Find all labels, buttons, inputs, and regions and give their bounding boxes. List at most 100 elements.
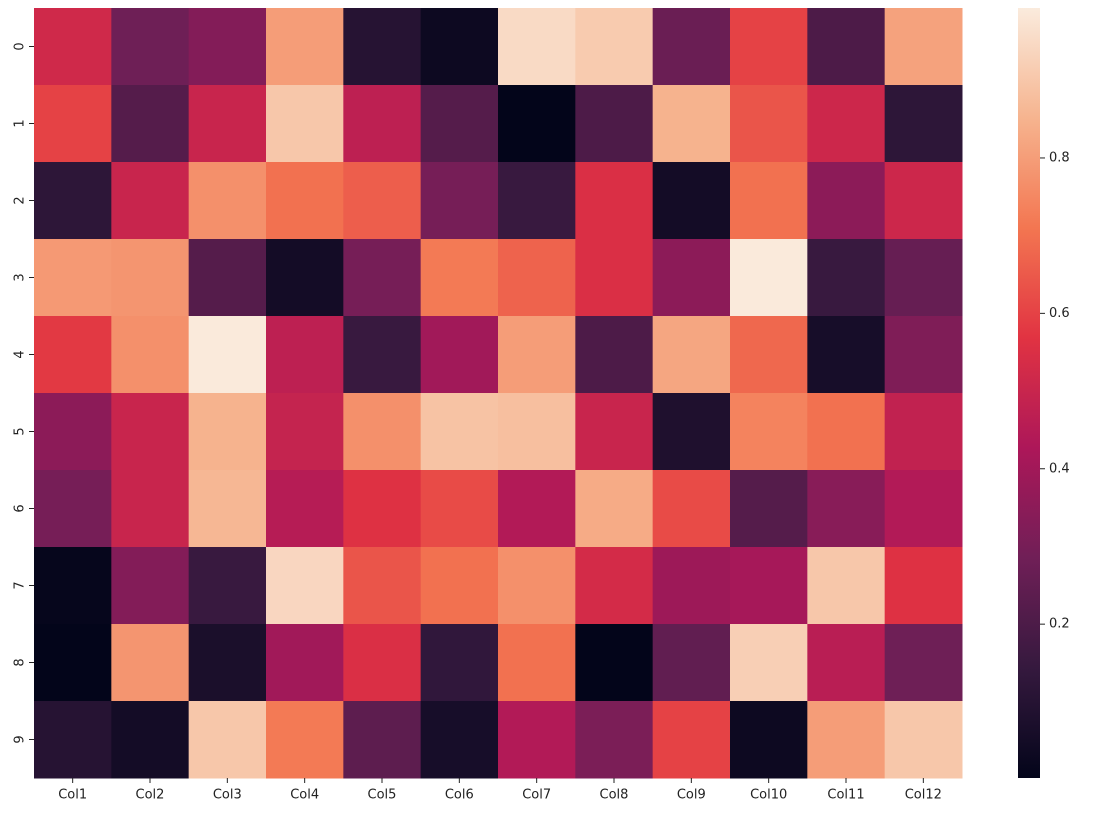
heatmap-cell (730, 470, 808, 548)
x-tick-label: Col2 (136, 788, 165, 803)
heatmap-cell (420, 701, 499, 779)
heatmap-cell (34, 239, 112, 317)
y-tick-label: 9 (13, 735, 28, 743)
heatmap-cell (188, 239, 267, 317)
heatmap-cell (420, 393, 499, 471)
heatmap-cell (420, 470, 499, 548)
heatmap-cell (34, 393, 112, 471)
heatmap-cell (652, 162, 731, 240)
heatmap-cell (420, 85, 499, 163)
heatmap-cell (652, 8, 731, 86)
heatmap-cell (498, 547, 576, 625)
heatmap-cell (266, 239, 344, 317)
x-tick-label: Col12 (905, 788, 942, 803)
heatmap-cell (730, 701, 808, 779)
heatmap-cell (575, 162, 654, 240)
y-tick-label: 3 (13, 273, 28, 281)
heatmap-cell (730, 547, 808, 625)
heatmap-cell (266, 547, 344, 625)
heatmap-cell (188, 316, 267, 394)
heatmap-cell (420, 624, 499, 702)
heatmap-cell (343, 85, 422, 163)
heatmap-cell (343, 239, 422, 317)
x-tick-label: Col8 (600, 788, 629, 803)
heatmap-cell (652, 547, 731, 625)
x-tick-label: Col11 (827, 788, 864, 803)
heatmap-cell (884, 701, 963, 779)
x-tick-label: Col4 (290, 788, 319, 803)
heatmap-cell (730, 162, 808, 240)
x-tick-label: Col7 (522, 788, 551, 803)
heatmap-cell (575, 470, 654, 548)
heatmap-cell (266, 624, 344, 702)
heatmap-cell (34, 8, 112, 86)
heatmap-cell (343, 8, 422, 86)
heatmap-cell (266, 393, 344, 471)
heatmap-cell (266, 470, 344, 548)
heatmap-cell (188, 393, 267, 471)
heatmap-cell (575, 85, 654, 163)
heatmap-cell (111, 470, 190, 548)
heatmap-cell (884, 85, 963, 163)
heatmap-cell (652, 701, 731, 779)
x-tick-label: Col6 (445, 788, 474, 803)
heatmap-cell (111, 701, 190, 779)
heatmap-cell (34, 470, 112, 548)
heatmap-cell (884, 8, 963, 86)
heatmap-cell (575, 393, 654, 471)
heatmap-cell (420, 8, 499, 86)
heatmap-cell (188, 470, 267, 548)
heatmap-cell (111, 547, 190, 625)
heatmap-cell (652, 393, 731, 471)
y-tick-label: 0 (13, 42, 28, 50)
heatmap-cell (807, 624, 886, 702)
colorbar (1018, 8, 1040, 778)
heatmap-cell (188, 162, 267, 240)
colorbar-tick-label: 0.6 (1049, 306, 1070, 321)
y-tick-label: 1 (13, 119, 28, 127)
heatmap-cell (498, 470, 576, 548)
x-tick-label: Col10 (750, 788, 787, 803)
heatmap-cell (884, 624, 963, 702)
heatmap-cell (807, 547, 886, 625)
heatmap-cell (34, 547, 112, 625)
heatmap-cell (498, 624, 576, 702)
heatmap-cell (807, 393, 886, 471)
heatmap-cell (266, 8, 344, 86)
heatmap-cell (575, 8, 654, 86)
heatmap-cell (884, 162, 963, 240)
heatmap-cell (111, 85, 190, 163)
y-tick-label: 5 (13, 427, 28, 435)
heatmap-cell (730, 624, 808, 702)
heatmap-cell (343, 624, 422, 702)
heatmap-cell (575, 624, 654, 702)
heatmap-cell (111, 239, 190, 317)
heatmap-cell (188, 701, 267, 779)
heatmap-cell (807, 701, 886, 779)
heatmap-cell (188, 624, 267, 702)
heatmap-cell (807, 8, 886, 86)
x-tick-label: Col5 (368, 788, 397, 803)
heatmap-cell (343, 470, 422, 548)
heatmap-cell (111, 316, 190, 394)
heatmap-cell (807, 239, 886, 317)
heatmap-cell (266, 85, 344, 163)
colorbar-tick-label: 0.2 (1049, 617, 1070, 632)
heatmap-cell (188, 547, 267, 625)
x-tick-label: Col1 (58, 788, 87, 803)
heatmap-cell (498, 701, 576, 779)
heatmap-cell (730, 85, 808, 163)
heatmap-cell (34, 624, 112, 702)
y-tick-label: 6 (13, 504, 28, 512)
heatmap-cell (884, 239, 963, 317)
heatmap-cell (498, 85, 576, 163)
heatmap-cell (575, 239, 654, 317)
heatmap-cell (111, 8, 190, 86)
heatmap-cell (34, 316, 112, 394)
heatmap-cell (111, 162, 190, 240)
heatmap-cell (498, 8, 576, 86)
heatmap-cell (111, 624, 190, 702)
heatmap-cell (652, 624, 731, 702)
heatmap-cell (34, 162, 112, 240)
